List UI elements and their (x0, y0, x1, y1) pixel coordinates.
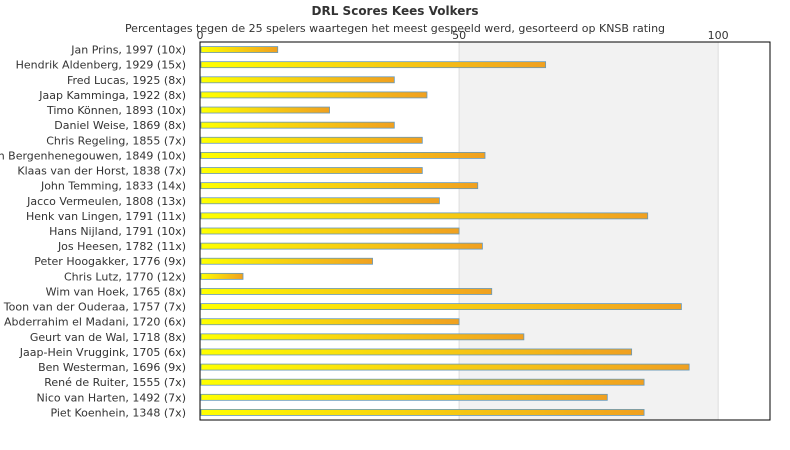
category-label: Jaap Kamminga, 1922 (8x) (38, 89, 186, 102)
x-tick-label: 0 (197, 29, 204, 42)
category-label: John Temming, 1833 (14x) (40, 180, 186, 193)
category-label: Peter Hoogakker, 1776 (9x) (34, 255, 186, 268)
x-tick-label: 50 (452, 29, 466, 42)
bar (200, 409, 645, 416)
bar (200, 91, 428, 99)
category-label: Jos Heesen, 1782 (11x) (57, 240, 186, 253)
bar (200, 227, 460, 235)
category-label: Ben Westerman, 1696 (9x) (38, 361, 186, 374)
bar (200, 257, 373, 265)
category-label: Nico van Harten, 1492 (7x) (37, 391, 186, 404)
bar (200, 182, 479, 190)
category-label: Klaas van der Horst, 1838 (7x) (17, 165, 186, 178)
category-label: Piet Koenhein, 1348 (7x) (50, 406, 186, 419)
bar (200, 378, 645, 386)
bar (200, 197, 440, 205)
bar (200, 167, 423, 174)
category-label: Jan Prins, 1997 (10x) (70, 44, 186, 57)
category-label: Timo Können, 1893 (10x) (46, 104, 186, 117)
category-label: Hendrik Aldenberg, 1929 (15x) (16, 59, 186, 72)
category-label: Jaap-Hein Vruggink, 1705 (6x) (19, 346, 186, 359)
category-label: Fred Lucas, 1925 (8x) (67, 74, 186, 87)
bar (200, 46, 279, 53)
chart-subtitle: Percentages tegen de 25 spelers waartege… (124, 22, 666, 35)
bar (200, 212, 649, 220)
category-label: Henk van Lingen, 1791 (11x) (26, 210, 186, 223)
bar (200, 333, 525, 341)
plot-area-frame (199, 41, 771, 421)
bar (200, 318, 460, 326)
chart-title: DRL Scores Kees Volkers (311, 4, 479, 18)
bar (200, 76, 395, 84)
category-label: Hans Nijland, 1791 (10x) (49, 225, 186, 238)
category-label: Jan Bergenhenegouwen, 1849 (10x) (0, 149, 186, 162)
category-label: Abderrahim el Madani, 1720 (6x) (4, 316, 186, 329)
bar (200, 288, 493, 295)
plot-band (718, 42, 770, 420)
category-label: René de Ruiter, 1555 (7x) (44, 376, 186, 389)
category-label: Chris Lutz, 1770 (12x) (64, 270, 186, 283)
category-label: Wim van Hoek, 1765 (8x) (46, 285, 186, 298)
bar (200, 303, 682, 311)
bar (200, 363, 690, 371)
x-tick-label: 100 (708, 29, 729, 42)
bar (200, 136, 423, 144)
bar (200, 61, 547, 69)
bar (200, 348, 633, 356)
category-label: Geurt van de Wal, 1718 (8x) (30, 331, 186, 344)
bar (200, 393, 608, 401)
plot-band (459, 42, 719, 420)
category-label: Daniel Weise, 1869 (8x) (54, 119, 186, 132)
category-label: Chris Regeling, 1855 (7x) (46, 134, 186, 147)
bar (200, 106, 330, 114)
bar (200, 242, 483, 250)
category-label: Jacco Vermeulen, 1808 (13x) (26, 195, 186, 208)
bar (200, 272, 244, 280)
bar (200, 121, 395, 129)
bar (200, 151, 486, 159)
category-label: Toon van der Ouderaa, 1757 (7x) (3, 301, 186, 314)
